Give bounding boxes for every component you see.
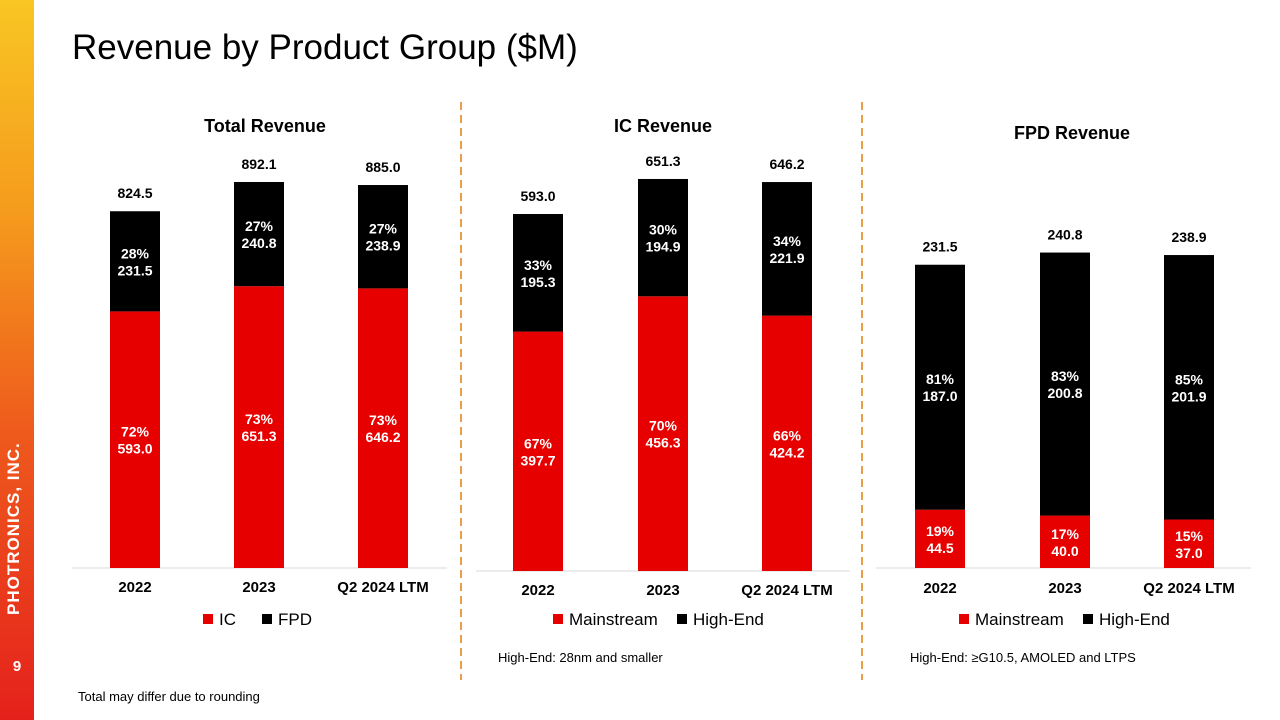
chart-1-total-label-2: 892.1 [241,156,276,172]
chart-1-value-label-2-2: 240.8 [241,235,276,251]
chart-1-pct-label-1-1: 72% [121,424,150,440]
chart-2-bar-mainstream-1 [513,331,563,571]
chart-1-bar-fpd-2 [234,181,284,287]
chart-1-total-label-3: 885.0 [365,159,400,175]
chart-3-value-label-1-1: 44.5 [926,540,953,556]
chart-3-bar-mainstream-3 [1164,519,1214,568]
chart-2-total-label-1: 593.0 [520,188,555,204]
chart-3-bar-high-end-3 [1164,255,1214,520]
chart-2-pct-label-1-3: 66% [773,427,802,443]
chart-1-bar-fpd-3 [358,185,408,289]
chart-1-bar-ic-3 [358,288,408,568]
chart-3-value-label-2-3: 201.9 [1171,388,1206,404]
chart-2-category-label-1: 2022 [521,582,554,599]
chart-3-note: High-End: ≥G10.5, AMOLED and LTPS [910,650,1136,665]
chart-2-bar-high-end-2 [638,178,688,297]
chart-1-value-label-1-2: 651.3 [241,428,276,444]
chart-1-bar-ic-2 [234,286,284,568]
chart-3-legend-swatch-2 [1083,614,1093,624]
chart-1-pct-label-2-3: 27% [369,221,398,237]
chart-1-legend-label-2: FPD [278,610,312,629]
chart-1-legend-swatch-1 [203,614,213,624]
chart-1-legend-swatch-2 [262,614,272,624]
chart-2-legend-label-1: Mainstream [569,610,658,629]
chart-2-value-label-2-2: 194.9 [645,239,680,255]
chart-2-bar-mainstream-3 [762,315,812,571]
chart-3-value-label-2-2: 200.8 [1047,385,1082,401]
footnote: Total may differ due to rounding [78,689,260,704]
chart-3-legend-label-1: Mainstream [975,610,1064,629]
chart-3-total-label-3: 238.9 [1171,229,1206,245]
chart-3-pct-label-1-1: 19% [926,523,955,539]
chart-3-legend-label-2: High-End [1099,610,1170,629]
page-title: Revenue by Product Group ($M) [72,28,578,67]
chart-3-pct-label-2-3: 85% [1175,371,1204,387]
chart-1-value-label-2-3: 238.9 [365,238,400,254]
chart-1-pct-label-2-1: 28% [121,245,150,261]
page-number: 9 [12,658,22,675]
chart-2-legend-swatch-1 [553,614,563,624]
chart-2-bar-mainstream-2 [638,296,688,571]
chart-2-pct-label-1-2: 70% [649,418,678,434]
chart-3-pct-label-1-2: 17% [1051,526,1080,542]
chart-2-bar-high-end-1 [513,214,563,332]
chart-3-bar-mainstream-2 [1040,515,1090,568]
chart-3-category-label-1: 2022 [923,580,956,597]
chart-2-bar-high-end-3 [762,182,812,316]
chart-3-category-label-3: Q2 2024 LTM [1143,580,1234,597]
chart-1-total-label-1: 824.5 [117,185,152,201]
chart-3-legend-swatch-1 [959,614,969,624]
chart-1-bar-fpd-1 [110,211,160,312]
chart-3-value-label-2-1: 187.0 [922,388,957,404]
chart-2-value-label-2-3: 221.9 [769,250,804,266]
chart-1-pct-label-2-2: 27% [245,218,274,234]
chart-1-pct-label-1-2: 73% [245,411,274,427]
chart-2-pct-label-2-2: 30% [649,222,678,238]
chart-2-value-label-1-2: 456.3 [645,435,680,451]
chart-1-value-label-1-1: 593.0 [117,441,152,457]
chart-1-value-label-2-1: 231.5 [117,262,152,278]
brand-side-bar [0,0,34,720]
chart-3-value-label-1-2: 40.0 [1051,543,1078,559]
chart-2-value-label-1-3: 424.2 [769,444,804,460]
chart-1-value-label-1-3: 646.2 [365,429,400,445]
chart-3-pct-label-1-3: 15% [1175,528,1204,544]
chart-2-pct-label-2-1: 33% [524,257,553,273]
chart-1-category-label-1: 2022 [118,579,151,596]
chart-3-bar-mainstream-1 [915,509,965,568]
chart-1-category-label-3: Q2 2024 LTM [337,579,428,596]
chart-2-category-label-2: 2023 [646,582,679,599]
chart-3-total-label-1: 231.5 [922,239,957,255]
chart-3-category-label-2: 2023 [1048,580,1081,597]
chart-2-title: IC Revenue [614,116,712,136]
chart-3-bar-high-end-1 [915,264,965,510]
chart-3-title: FPD Revenue [1014,123,1130,143]
chart-2-note: High-End: 28nm and smaller [498,650,663,665]
chart-3-bar-high-end-2 [1040,252,1090,516]
chart-2-legend-swatch-2 [677,614,687,624]
chart-2-total-label-3: 646.2 [769,156,804,172]
chart-2-legend-label-2: High-End [693,610,764,629]
chart-3-pct-label-2-1: 81% [926,371,955,387]
chart-3-pct-label-2-2: 83% [1051,368,1080,384]
chart-1-bar-ic-1 [110,311,160,568]
chart-3-total-label-2: 240.8 [1047,227,1082,243]
chart-2-pct-label-2-3: 34% [773,233,802,249]
chart-1-pct-label-1-3: 73% [369,412,398,428]
chart-3-value-label-1-3: 37.0 [1175,545,1202,561]
chart-1-category-label-2: 2023 [242,579,275,596]
chart-2-total-label-2: 651.3 [645,153,680,169]
chart-1-legend-label-1: IC [219,610,236,629]
chart-2-value-label-2-1: 195.3 [520,274,555,290]
chart-1-title: Total Revenue [204,116,326,136]
chart-2-pct-label-1-1: 67% [524,435,553,451]
chart-2-value-label-1-1: 397.7 [520,452,555,468]
chart-2-category-label-3: Q2 2024 LTM [741,582,832,599]
